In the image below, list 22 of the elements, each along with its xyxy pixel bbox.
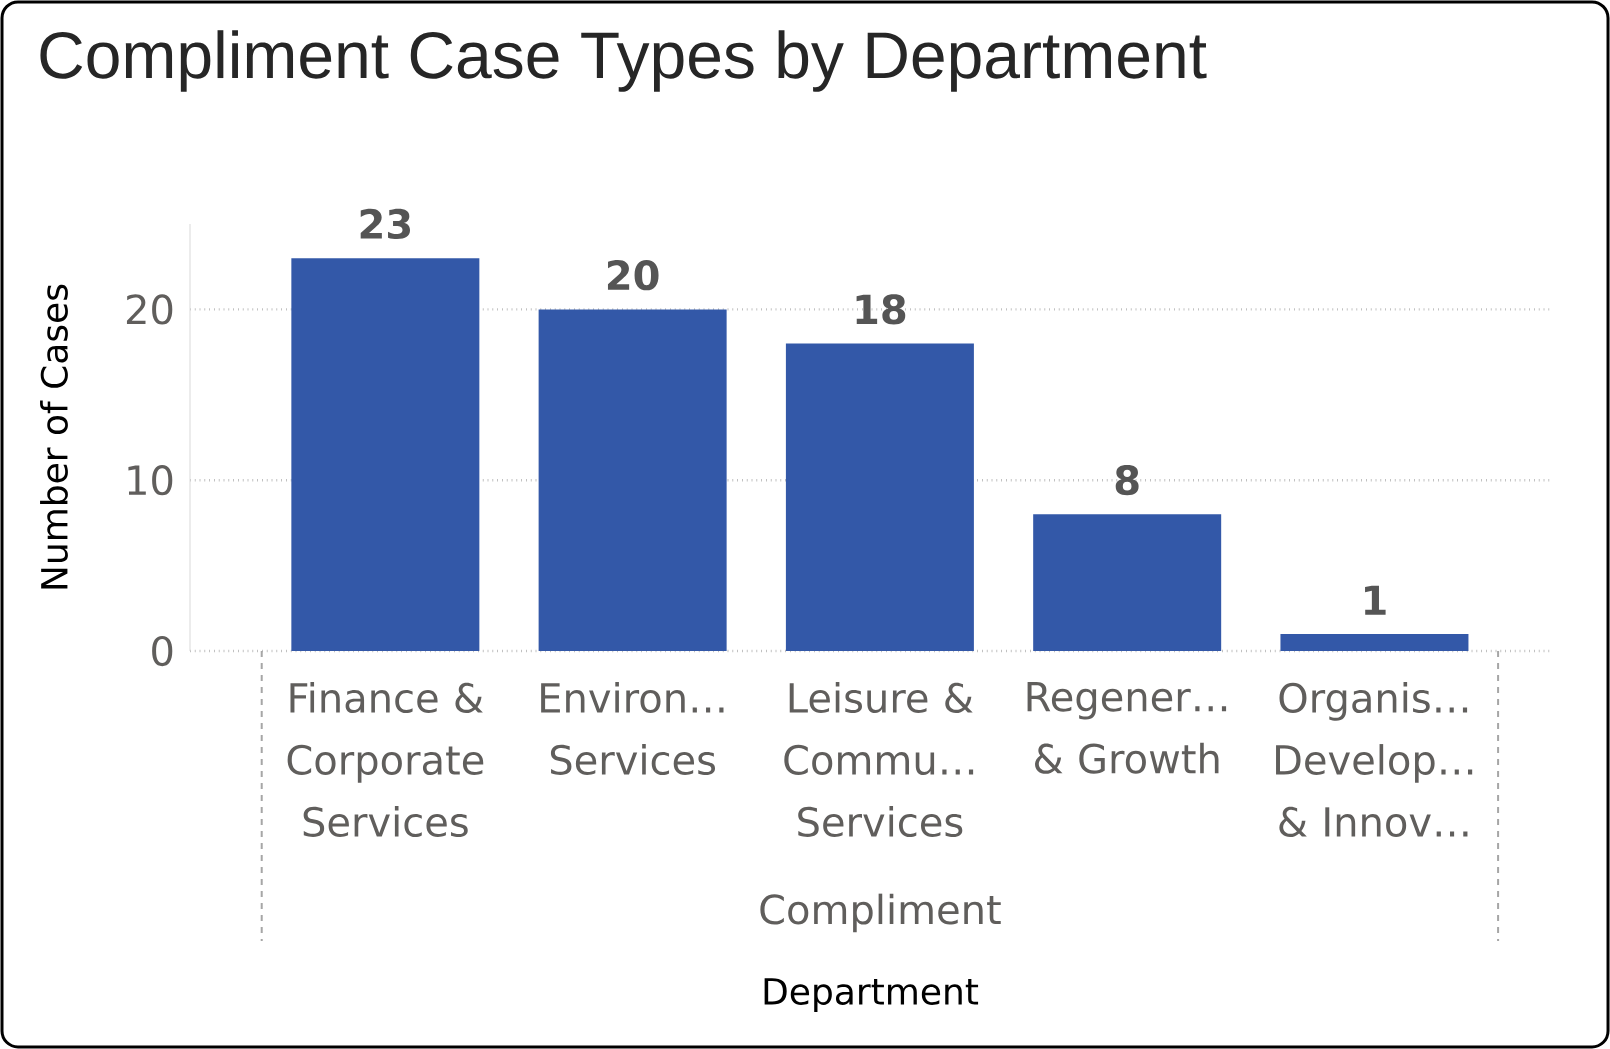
data-label: 20 [607, 260, 659, 291]
data-label: 18 [856, 294, 906, 325]
x-tick-label: Regener… & Growth [1027, 682, 1227, 774]
bar [538, 309, 727, 651]
text: Compliment [760, 893, 1001, 933]
chart-title: Compliment Case Types by Department [40, 30, 1207, 92]
bar [1280, 633, 1469, 651]
data-label: 1 [1365, 585, 1386, 615]
x-tick-label: Leisure & Commu… Services [784, 682, 974, 838]
y-axis-title: Number of Cases [40, 284, 68, 589]
y-tick-label: 20 [126, 294, 173, 325]
y-tick-label: 10 [128, 465, 173, 496]
data-label: 23 [360, 208, 411, 240]
x-tick-label: Organis… Develop… & Innov… [1276, 682, 1473, 838]
bar [291, 258, 480, 651]
x-tick-label: Finance & Corporate Services [287, 682, 484, 838]
x-axis-title: Department [764, 978, 979, 1012]
bar [785, 343, 974, 651]
data-label: 8 [1115, 465, 1139, 496]
x-tick-label: Environ… Services [541, 682, 724, 776]
y-tick-label: 0 [152, 635, 173, 667]
bar [1033, 514, 1222, 651]
